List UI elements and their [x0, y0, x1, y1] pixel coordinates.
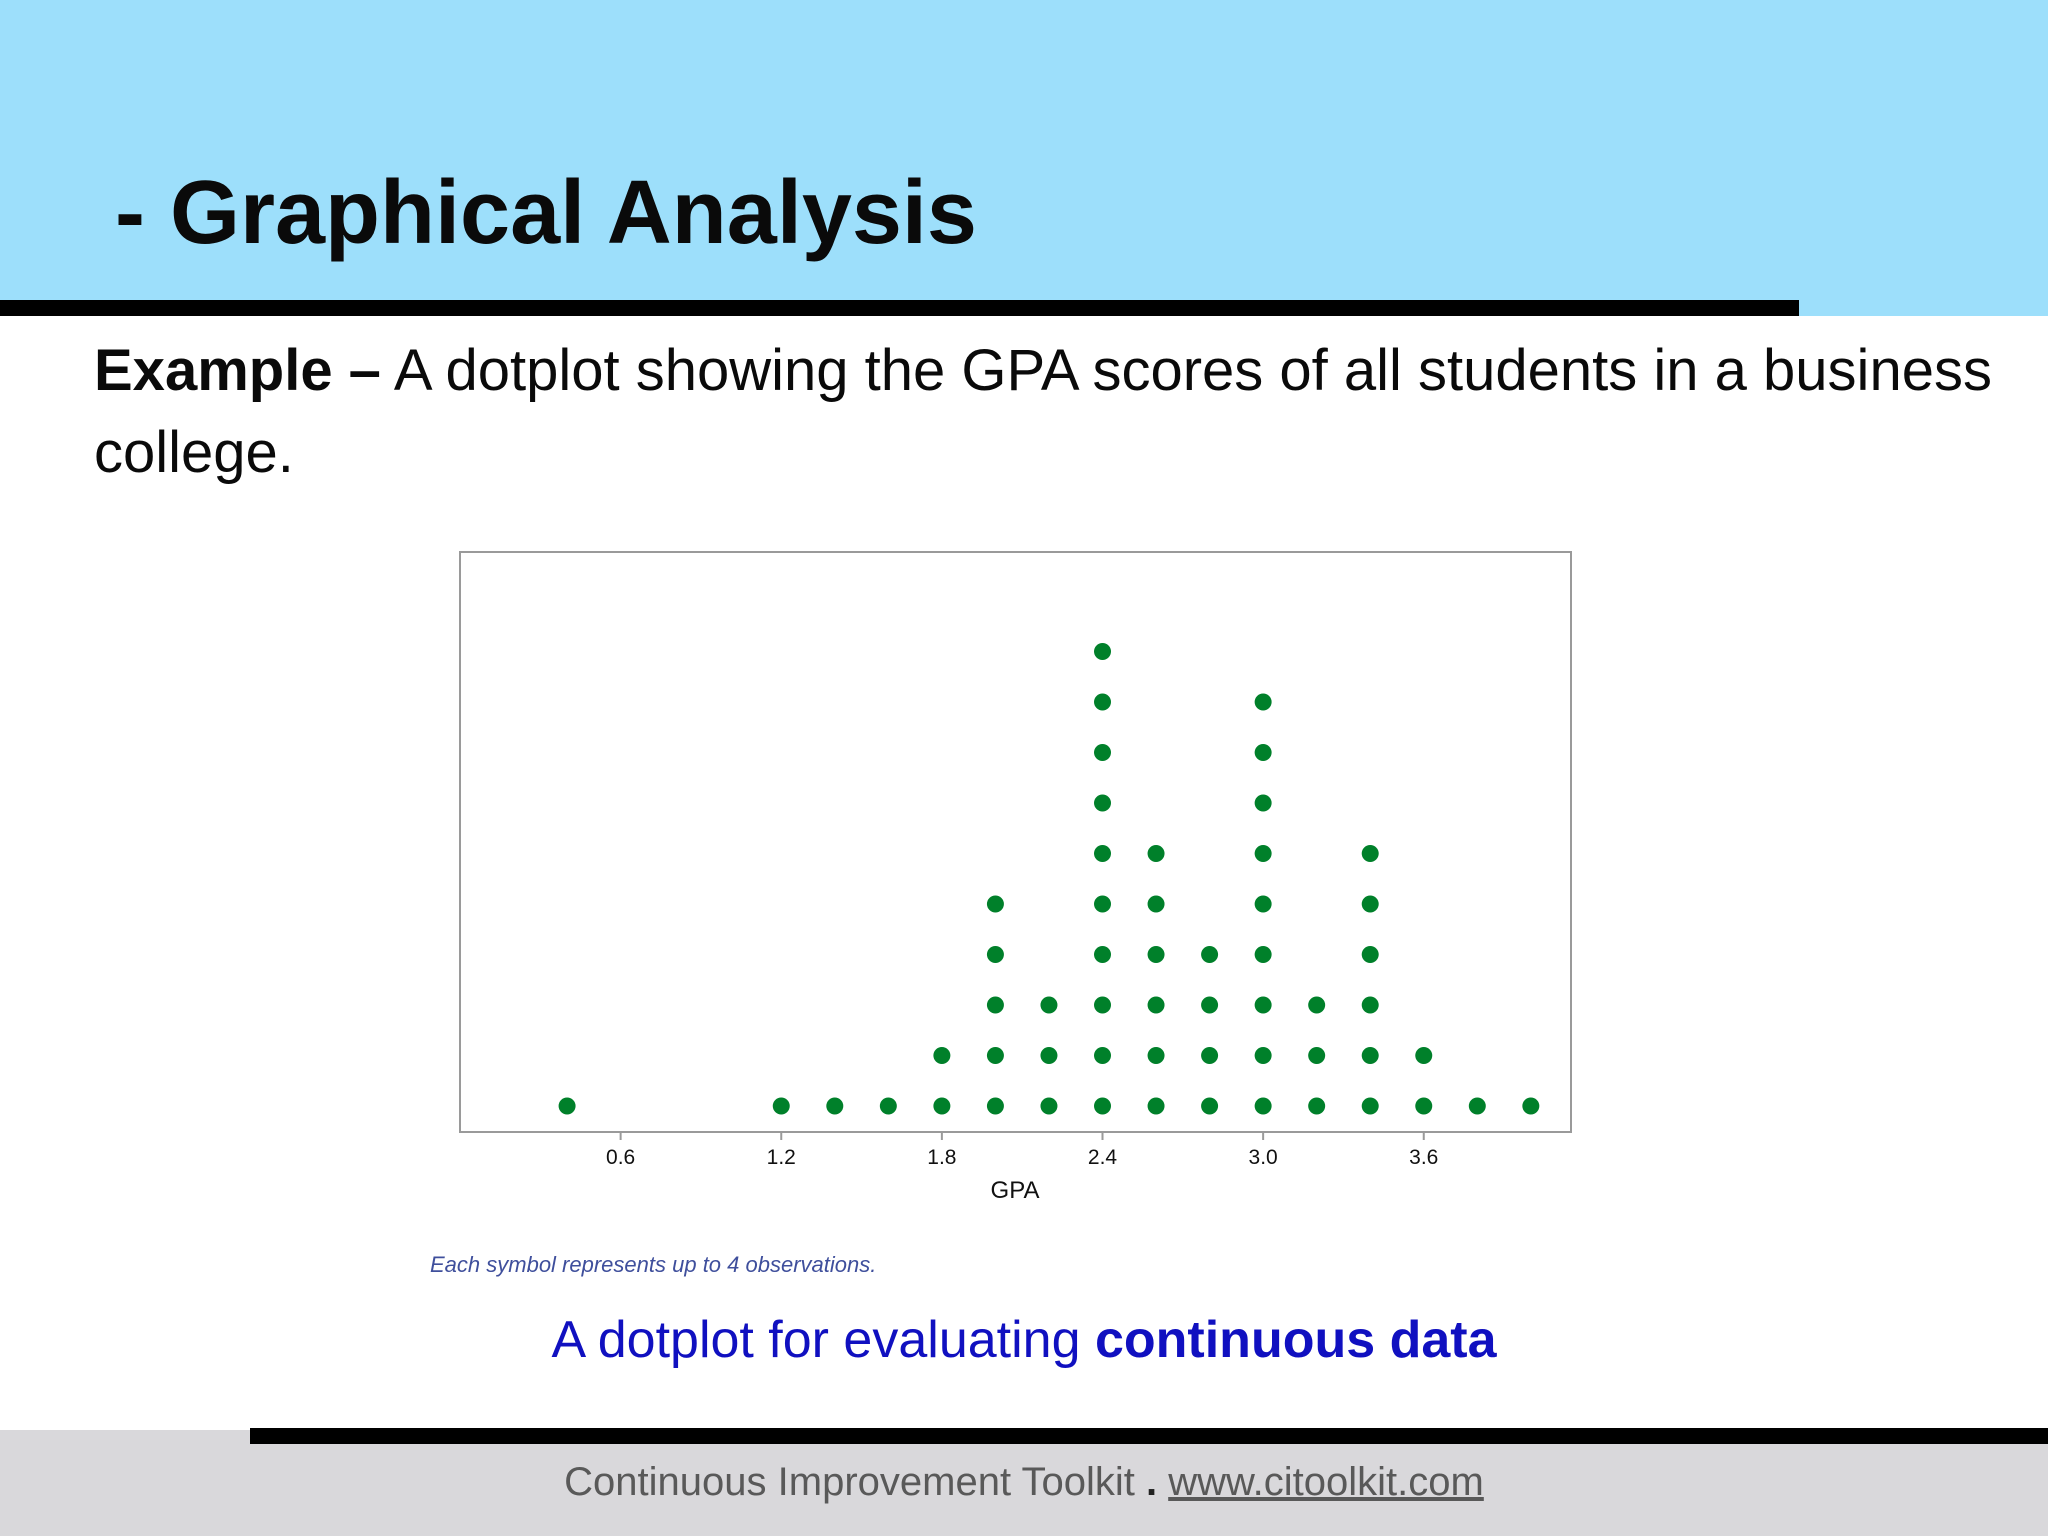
data-dot — [1201, 996, 1219, 1014]
data-dot — [1094, 946, 1112, 963]
data-dot — [1254, 996, 1272, 1014]
data-dot — [1254, 946, 1272, 963]
x-tick-label: 1.2 — [767, 1146, 796, 1169]
data-dot — [1254, 794, 1272, 812]
slide-caption: A dotplot for evaluating continuous data — [0, 1310, 2048, 1370]
data-dot — [1361, 895, 1379, 913]
dotplot-chart: 0.6 1.2 1.8 2.4 3.0 3.6 GPA — [420, 540, 1620, 1220]
x-axis-ticks: 0.6 1.2 1.8 2.4 3.0 3.6 — [606, 1132, 1438, 1169]
caption-bold: continuous data — [1094, 1311, 1497, 1369]
data-dot — [1094, 996, 1112, 1014]
x-tick-label: 3.6 — [1409, 1146, 1438, 1169]
data-dot — [986, 895, 1004, 913]
data-dot — [1522, 1097, 1540, 1115]
footer-name: Continuous Improvement Toolkit — [564, 1460, 1135, 1504]
data-dot — [1147, 996, 1165, 1014]
intro-text: A dotplot showing the GPA scores of all … — [94, 338, 1992, 485]
plot-frame — [459, 551, 1572, 1133]
intro-paragraph: Example – A dotplot showing the GPA scor… — [94, 330, 1994, 494]
data-dot — [1201, 1097, 1219, 1115]
data-dot — [1254, 1047, 1272, 1064]
data-dot — [1361, 845, 1379, 862]
data-dot — [1308, 996, 1326, 1014]
data-dot — [1254, 895, 1272, 913]
data-dot — [1147, 845, 1165, 862]
data-dot — [1361, 946, 1379, 963]
data-dot — [1415, 1097, 1433, 1115]
data-dot — [1201, 1047, 1219, 1064]
dots-layer — [558, 643, 1540, 1115]
data-dot — [1040, 996, 1058, 1014]
data-dot — [1147, 1097, 1165, 1115]
data-dot — [1040, 1097, 1058, 1115]
footer-link[interactable]: www.citoolkit.com — [1168, 1460, 1484, 1504]
data-dot — [1308, 1097, 1326, 1115]
data-dot — [986, 946, 1004, 963]
slide-title: - Graphical Analysis — [115, 163, 977, 263]
x-tick-label: 1.8 — [927, 1146, 956, 1169]
data-dot — [933, 1047, 951, 1064]
data-dot — [1094, 845, 1112, 862]
footer: Continuous Improvement Toolkit . www.cit… — [0, 1460, 2048, 1505]
intro-lead: Example – — [94, 338, 381, 403]
dotplot-svg: 0.6 1.2 1.8 2.4 3.0 3.6 GPA — [459, 551, 1572, 1204]
data-dot — [986, 996, 1004, 1014]
data-dot — [1094, 895, 1112, 913]
data-dot — [1094, 744, 1112, 761]
data-dot — [879, 1097, 897, 1115]
data-dot — [986, 1097, 1004, 1115]
data-dot — [1308, 1047, 1326, 1064]
data-dot — [1201, 946, 1219, 963]
data-dot — [986, 1047, 1004, 1064]
footer-separator: . — [1134, 1460, 1169, 1504]
data-dot — [558, 1097, 576, 1115]
data-dot — [1254, 845, 1272, 862]
data-dot — [1147, 946, 1165, 963]
footer-divider — [250, 1428, 2048, 1444]
data-dot — [1361, 1047, 1379, 1064]
data-dot — [1254, 744, 1272, 761]
data-dot — [826, 1097, 844, 1115]
caption-plain: A dotplot for evaluating — [551, 1311, 1095, 1369]
data-dot — [1094, 794, 1112, 812]
data-dot — [1254, 693, 1272, 711]
data-dot — [1415, 1047, 1433, 1064]
header-divider — [0, 300, 1799, 316]
x-tick-label: 3.0 — [1249, 1146, 1278, 1169]
footer-band — [0, 1430, 2048, 1536]
data-dot — [772, 1097, 790, 1115]
data-dot — [1040, 1047, 1058, 1064]
data-dot — [933, 1097, 951, 1115]
data-dot — [1094, 643, 1112, 660]
x-tick-label: 0.6 — [606, 1146, 635, 1169]
data-dot — [1361, 996, 1379, 1014]
header-band — [0, 0, 2048, 316]
data-dot — [1147, 1047, 1165, 1064]
data-dot — [1361, 1097, 1379, 1115]
data-dot — [1094, 1047, 1112, 1064]
data-dot — [1094, 1097, 1112, 1115]
data-dot — [1468, 1097, 1486, 1115]
x-tick-label: 2.4 — [1088, 1146, 1118, 1169]
x-axis-label: GPA — [991, 1177, 1040, 1204]
data-dot — [1094, 693, 1112, 711]
chart-footnote: Each symbol represents up to 4 observati… — [430, 1252, 877, 1277]
data-dot — [1254, 1097, 1272, 1115]
data-dot — [1147, 895, 1165, 913]
